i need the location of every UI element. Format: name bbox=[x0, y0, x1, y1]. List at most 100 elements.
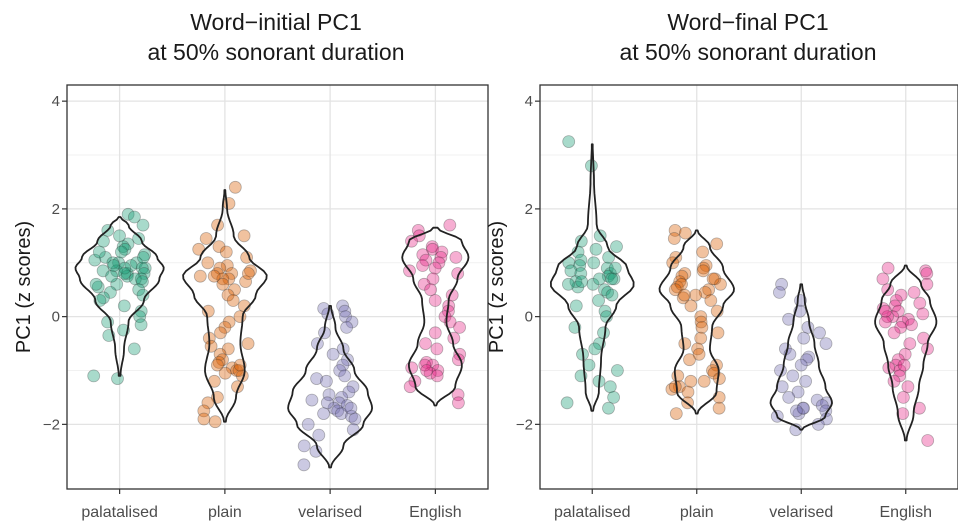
data-point bbox=[575, 275, 588, 289]
data-point bbox=[226, 294, 240, 307]
violin-shape bbox=[182, 189, 268, 423]
data-point bbox=[322, 388, 336, 402]
data-point bbox=[327, 401, 341, 415]
y-tick-label: 0 bbox=[525, 309, 533, 326]
data-point bbox=[96, 264, 110, 278]
data-point bbox=[893, 364, 907, 377]
data-point bbox=[428, 261, 442, 275]
data-point bbox=[221, 342, 235, 356]
data-point bbox=[602, 250, 615, 264]
y-tick-label: −2 bbox=[516, 416, 533, 433]
data-point bbox=[115, 245, 128, 259]
data-point bbox=[111, 372, 124, 386]
data-point bbox=[571, 280, 585, 294]
data-point bbox=[562, 135, 576, 149]
data-point bbox=[574, 253, 588, 267]
data-point bbox=[210, 267, 224, 280]
data-point bbox=[697, 374, 711, 388]
data-point bbox=[339, 310, 352, 324]
data-point bbox=[598, 304, 612, 318]
data-point bbox=[671, 369, 685, 383]
violin-shape bbox=[874, 264, 938, 442]
data-point bbox=[112, 256, 125, 270]
data-point bbox=[694, 310, 708, 324]
data-point bbox=[810, 393, 824, 407]
data-point bbox=[431, 364, 445, 377]
data-point bbox=[137, 267, 151, 280]
data-point bbox=[113, 229, 126, 243]
data-point bbox=[212, 355, 226, 369]
violin-shape bbox=[769, 283, 833, 431]
data-point bbox=[426, 242, 439, 256]
data-point bbox=[118, 242, 132, 256]
data-point bbox=[334, 407, 348, 421]
data-point bbox=[815, 399, 829, 412]
data-point bbox=[319, 374, 333, 388]
data-point bbox=[893, 369, 906, 383]
data-point bbox=[668, 223, 682, 237]
panel-border bbox=[539, 84, 958, 490]
data-point bbox=[241, 337, 255, 351]
data-point bbox=[416, 248, 430, 262]
data-point bbox=[89, 277, 103, 291]
data-point bbox=[886, 310, 900, 324]
chart-title: Word−final PC1 bbox=[667, 9, 828, 35]
data-point bbox=[342, 385, 356, 399]
data-point bbox=[91, 280, 105, 294]
data-point bbox=[589, 242, 603, 256]
data-point bbox=[691, 342, 704, 356]
data-point bbox=[593, 272, 606, 286]
data-point bbox=[707, 366, 721, 380]
data-point bbox=[340, 399, 354, 412]
data-point bbox=[714, 277, 727, 291]
data-point bbox=[216, 353, 229, 367]
data-point bbox=[673, 275, 687, 289]
data-point bbox=[601, 269, 615, 283]
data-point bbox=[708, 272, 722, 286]
data-point bbox=[222, 272, 236, 286]
data-point bbox=[225, 267, 239, 280]
data-point bbox=[898, 347, 912, 361]
data-point bbox=[678, 288, 691, 302]
data-point bbox=[889, 358, 903, 372]
data-point bbox=[597, 326, 610, 340]
data-point bbox=[346, 380, 360, 394]
data-point bbox=[564, 264, 578, 278]
data-point bbox=[907, 285, 921, 299]
data-point bbox=[775, 277, 788, 291]
data-point bbox=[675, 269, 689, 283]
category-label-english: English bbox=[409, 504, 461, 521]
data-point bbox=[667, 232, 681, 245]
data-point bbox=[800, 353, 813, 367]
data-point bbox=[333, 364, 347, 377]
data-point bbox=[127, 210, 141, 224]
data-point bbox=[712, 390, 726, 404]
data-point bbox=[610, 240, 623, 254]
violin-shape bbox=[287, 305, 373, 469]
data-point bbox=[573, 259, 587, 272]
data-point bbox=[919, 264, 932, 278]
data-point bbox=[345, 409, 358, 423]
data-point bbox=[237, 229, 251, 243]
data-point bbox=[213, 261, 227, 275]
data-point bbox=[106, 256, 120, 270]
data-point bbox=[423, 366, 437, 380]
data-point bbox=[887, 374, 901, 388]
chart-title: at 50% sonorant duration bbox=[619, 39, 876, 65]
data-point bbox=[222, 197, 236, 210]
data-point bbox=[133, 310, 147, 324]
data-point bbox=[897, 390, 910, 404]
data-point bbox=[336, 299, 350, 313]
data-point bbox=[105, 269, 118, 283]
data-point bbox=[797, 401, 810, 415]
data-point bbox=[219, 245, 233, 259]
data-point bbox=[110, 277, 124, 291]
violin-panel-2: −2 0 2 4 palatalised plain velarised English Wor… bbox=[486, 9, 958, 521]
data-point bbox=[702, 283, 716, 297]
data-point bbox=[428, 326, 442, 340]
data-point bbox=[797, 331, 811, 345]
plot-background bbox=[540, 85, 958, 489]
data-point bbox=[136, 250, 150, 264]
data-point bbox=[309, 444, 323, 458]
